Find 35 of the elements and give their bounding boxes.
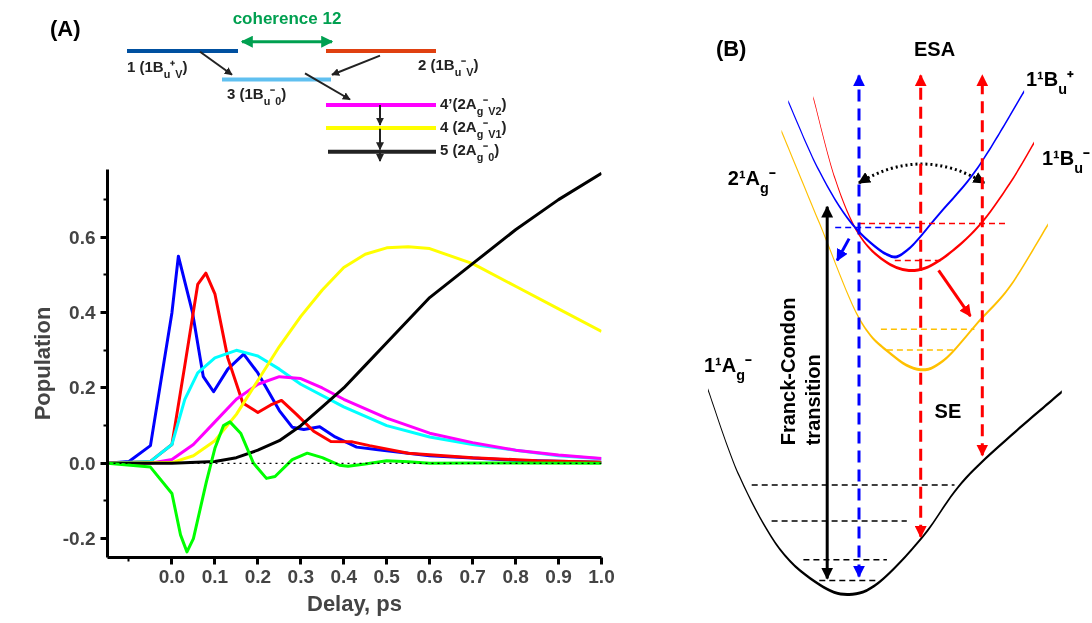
y-tick-label: 0.6 [69, 226, 96, 248]
x-tick-label: 0.3 [287, 565, 315, 587]
x-tick-label: 0.6 [416, 565, 443, 587]
chart-title: (A) [50, 16, 81, 42]
y-tick-label: 0.0 [69, 452, 96, 474]
x-tick-label: 0.7 [459, 565, 486, 587]
x-tick-label: 0.9 [545, 565, 572, 587]
text: 2 (1B$_{u}$⁻$_{V}$) [418, 56, 479, 79]
text: 3 (1B$_{u}$⁻$_{0}$) [227, 84, 287, 107]
text: (B) [715, 35, 747, 61]
text: SE [934, 399, 962, 422]
text: 2¹A$_{g}$⁻ [727, 166, 776, 196]
text: 1¹B$_{u}$⁻ [1041, 147, 1090, 176]
y-tick-label: -0.2 [62, 528, 96, 550]
y-tick-label: 0.2 [69, 377, 96, 399]
text: 1¹A$_{g}$⁻ [704, 353, 753, 383]
text: 4 (2A$_{g}$⁻$_{V1}$) [440, 117, 507, 140]
text: 4’(2A$_{g}$⁻$_{V2}$) [440, 94, 507, 117]
text: 5 (2A$_{g}$⁻$_{0}$) [440, 140, 500, 163]
text: Franck-Condon transition [777, 297, 825, 446]
x-axis-title: Delay, ps [307, 590, 402, 616]
x-tick-label: 0.8 [502, 565, 529, 587]
text: 1¹B$_{u}$⁺ [1026, 67, 1075, 97]
x-tick-label: 1.0 [588, 565, 615, 587]
x-tick-label: 0.2 [244, 565, 272, 587]
x-tick-label: 0.1 [201, 565, 229, 587]
x-tick-label: 0.5 [373, 565, 401, 587]
x-tick-label: 0.4 [330, 565, 358, 587]
y-tick-label: 0.4 [69, 302, 96, 324]
text: ESA [914, 37, 956, 60]
text: coherence 12 [232, 9, 342, 28]
x-tick-label: 0.0 [158, 565, 186, 587]
line-series [107, 420, 602, 554]
text: 1 (1B$_{u}$⁺$_{V}$) [127, 57, 188, 80]
y-axis-title: Population [29, 306, 55, 421]
